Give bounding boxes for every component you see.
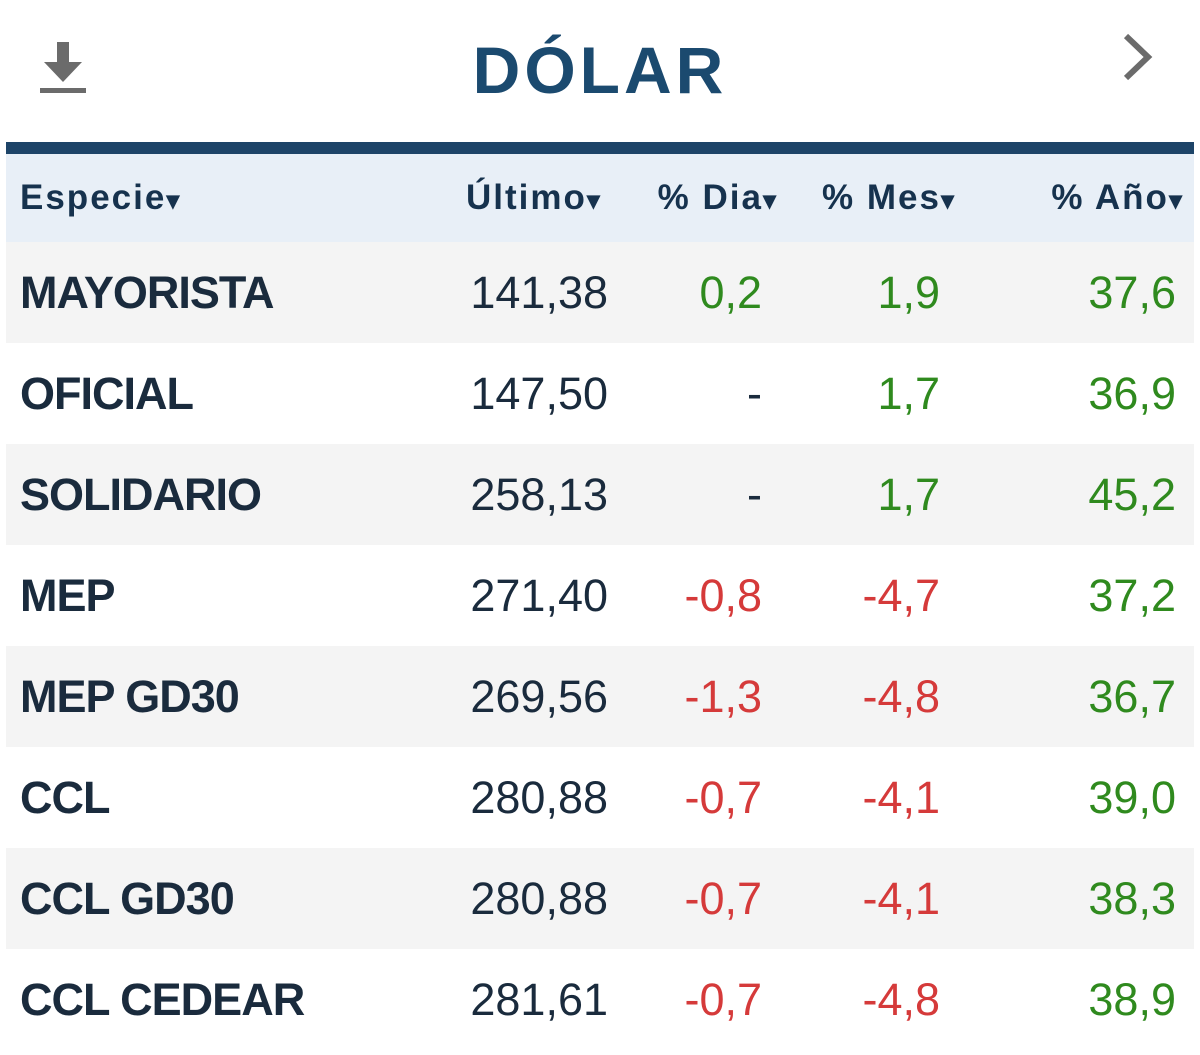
cell-mes: -4,1 [862, 872, 940, 924]
cell-especie: CCL [20, 771, 110, 823]
cell-ano: 37,2 [1088, 569, 1176, 621]
cell-dia: -1,3 [684, 670, 762, 722]
sort-arrow-icon: ▾ [1168, 185, 1184, 215]
column-label: Último [466, 178, 587, 217]
table-row[interactable]: MEP GD30 269,56 -1,3 -4,8 36,7 [6, 646, 1194, 747]
column-label: % Dia [657, 178, 763, 217]
sort-arrow-icon: ▾ [166, 185, 182, 215]
download-icon [40, 42, 86, 93]
table-row[interactable]: OFICIAL 147,50 - 1,7 36,9 [6, 343, 1194, 444]
cell-mes: -4,7 [862, 569, 940, 621]
column-label: % Año [1051, 178, 1169, 217]
dolar-widget: DÓLAR Especie▾ Último▾ % Dia▾ % Mes▾ % A… [6, 0, 1194, 1055]
table-body: MAYORISTA 141,38 0,2 1,9 37,6 OFICIAL 147,50-1… [6, 242, 1194, 1050]
cell-ultimo: 271,40 [470, 569, 608, 621]
cell-especie: MEP GD30 [20, 670, 240, 722]
sort-arrow-icon: ▾ [940, 185, 956, 215]
cell-especie: MAYORISTA [20, 266, 275, 318]
cell-ano: 37,6 [1088, 266, 1176, 318]
cell-dia: -0,7 [684, 771, 762, 823]
column-header-especie[interactable]: Especie▾ [6, 178, 466, 218]
table-row[interactable]: CCL GD30 280,88 -0,7 -4,1 38,3 [6, 848, 1194, 949]
cell-especie: SOLIDARIO [20, 468, 262, 520]
cell-dia: -0,8 [684, 569, 762, 621]
cell-especie: MEP [20, 569, 116, 621]
table-row[interactable]: CCL CEDEAR 281,61 -0,7 -4,8 38,9 [6, 949, 1194, 1050]
table-row[interactable]: SOLIDARIO 258,13 - 1,7 45,2 [6, 444, 1194, 545]
cell-ultimo: 280,88 [470, 771, 608, 823]
cell-mes: 1,7 [877, 367, 940, 419]
cell-ultimo: 258,13 [470, 468, 608, 520]
cell-dia: -0,7 [684, 973, 762, 1025]
download-button[interactable] [32, 36, 94, 98]
cell-ultimo: 280,88 [470, 872, 608, 924]
cell-mes: 1,9 [877, 266, 940, 318]
cell-ano: 45,2 [1088, 468, 1176, 520]
widget-title: DÓLAR [472, 33, 728, 107]
cell-dia: - [747, 468, 762, 520]
column-label: % Mes [822, 178, 941, 217]
table-row[interactable]: MEP 271,40 -0,8 -4,7 37,2 [6, 545, 1194, 646]
cell-ano: 38,9 [1088, 973, 1176, 1025]
cell-ano: 39,0 [1088, 771, 1176, 823]
cell-especie: CCL CEDEAR [20, 973, 305, 1025]
column-header-dia[interactable]: % Dia▾ [618, 178, 778, 218]
column-label: Especie [20, 178, 167, 217]
cell-mes: -4,8 [862, 670, 940, 722]
table-header: Especie▾ Último▾ % Dia▾ % Mes▾ % Año▾ [6, 154, 1194, 242]
column-header-ultimo[interactable]: Último▾ [466, 178, 618, 218]
cell-mes: 1,7 [877, 468, 940, 520]
widget-header: DÓLAR [6, 0, 1194, 142]
sort-arrow-icon: ▾ [586, 185, 602, 215]
table-row[interactable]: MAYORISTA 141,38 0,2 1,9 37,6 [6, 242, 1194, 343]
cell-especie: CCL GD30 [20, 872, 235, 924]
sort-arrow-icon: ▾ [762, 185, 778, 215]
cell-ultimo: 281,61 [470, 973, 608, 1025]
column-header-mes[interactable]: % Mes▾ [778, 178, 956, 218]
cell-ultimo: 147,50 [470, 367, 608, 419]
cell-mes: -4,8 [862, 973, 940, 1025]
next-button[interactable] [1116, 30, 1156, 84]
cell-ano: 38,3 [1088, 872, 1176, 924]
cell-ultimo: 141,38 [470, 266, 608, 318]
cell-ano: 36,9 [1088, 367, 1176, 419]
cell-dia: - [747, 367, 762, 419]
cell-dia: 0,2 [699, 266, 762, 318]
cell-mes: -4,1 [862, 771, 940, 823]
cell-especie: OFICIAL [20, 367, 194, 419]
header-divider [6, 142, 1194, 154]
column-header-ano[interactable]: % Año▾ [956, 178, 1184, 218]
table-row[interactable]: CCL 280,88 -0,7 -4,1 39,0 [6, 747, 1194, 848]
cell-ano: 36,7 [1088, 670, 1176, 722]
cell-ultimo: 269,56 [470, 670, 608, 722]
chevron-right-icon [1123, 33, 1153, 81]
cell-dia: -0,7 [684, 872, 762, 924]
